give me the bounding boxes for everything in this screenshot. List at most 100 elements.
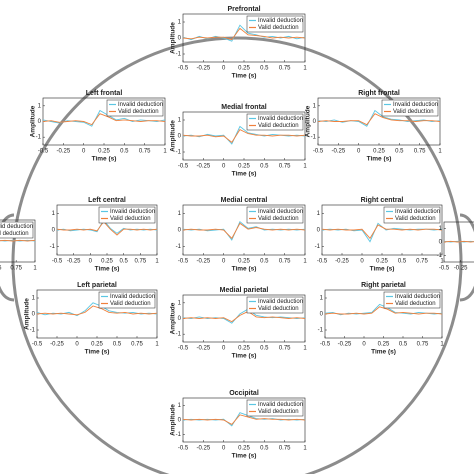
y-tick-label: 0 [178, 228, 182, 234]
legend-label: Valid deduction [258, 123, 299, 129]
y-tick-label: -1 [30, 328, 36, 334]
x-tick-label: 1 [303, 346, 307, 352]
legend-label: Valid deduction [395, 216, 436, 222]
legend-box [246, 113, 304, 131]
x-axis-label: Time (s) [95, 266, 120, 273]
subplot: -0.5 -0.25 0 0.25 0.5 0.75 1 -1 0 1 Left frontal Ti… [30, 90, 168, 163]
subplot: -0.5 -0.25 0 0.25 0.5 0.75 1 -1 0 1 Right parietal… [318, 282, 445, 356]
x-tick-label: 0.25 [98, 149, 110, 155]
y-tick-label: 1 [178, 211, 182, 217]
x-tick-label: 1 [303, 259, 307, 265]
left-ear [0, 213, 15, 302]
x-tick-label: 0 [357, 149, 361, 155]
data-line [182, 414, 306, 425]
x-tick-label: 0.5 [398, 259, 407, 265]
data-line [56, 220, 158, 236]
x-tick-label: -0.25 [331, 149, 345, 155]
legend-label: Valid deduction [110, 301, 151, 307]
data-line [321, 224, 443, 240]
x-tick-label: -0.5 [320, 342, 331, 348]
legend-box [246, 296, 304, 314]
y-tick-label: 1 [38, 103, 42, 109]
subplot-title: Medial central [221, 197, 268, 204]
y-axis-label: Amplitude [30, 105, 37, 137]
x-tick-label: 0.25 [238, 259, 250, 265]
x-tick-label: 0 [222, 66, 226, 72]
x-tick-label: 0.75 [416, 259, 428, 265]
legend-box [383, 206, 441, 224]
subplot: -0.5 -0.25 0 0.25 0.5 0.75 1 -1 0 1 Right frontal T… [305, 90, 443, 163]
x-tick-label: 0.75 [417, 342, 429, 348]
data-line [443, 240, 474, 243]
y-tick-label: 0 [178, 134, 182, 140]
subplot-title: Right central [361, 197, 404, 204]
y-tick-label: 1 [320, 296, 324, 302]
x-tick-label: 0.25 [238, 66, 250, 72]
x-tick-label: -0.25 [50, 342, 64, 348]
x-tick-label: -0.5 [313, 149, 324, 155]
y-tick-label: -1 [437, 253, 443, 259]
y-tick-label: 1 [32, 296, 36, 302]
legend-label: Valid deduction [110, 216, 151, 222]
x-tick-label: -0.5 [38, 149, 49, 155]
y-tick-label: -1 [176, 332, 182, 338]
legend-label: Invalid deduction [0, 224, 33, 230]
x-axis-label: Time (s) [232, 353, 257, 360]
legend-label: Valid deduction [258, 25, 299, 31]
legend-box [98, 206, 156, 224]
x-tick-label: 0.5 [399, 342, 408, 348]
subplot-title: Medial frontal [221, 104, 267, 111]
x-tick-label: 0.5 [120, 149, 129, 155]
y-tick-label: -1 [176, 432, 182, 438]
x-tick-label: -0.5 [52, 259, 63, 265]
x-tick-label: 1 [33, 266, 37, 272]
y-tick-label: 0 [320, 312, 324, 318]
data-line [42, 113, 166, 126]
legend-label: Invalid deduction [395, 209, 440, 215]
x-tick-label: 0.25 [101, 259, 113, 265]
subplot-title: Prefrontal [227, 6, 260, 13]
legend-label: Invalid deduction [258, 18, 303, 24]
x-tick-label: 1 [440, 342, 444, 348]
y-axis-label: Amplitude [170, 120, 177, 152]
x-tick-label: -0.25 [67, 259, 81, 265]
x-tick-label: 0.25 [91, 342, 103, 348]
x-tick-label: 0.25 [238, 164, 250, 170]
x-tick-label: 0 [360, 259, 364, 265]
y-tick-label: 0 [38, 119, 42, 125]
x-tick-label: 0 [222, 259, 226, 265]
x-tick-label: 1 [303, 66, 307, 72]
x-tick-label: -0.25 [454, 266, 468, 272]
x-tick-label: -0.25 [196, 66, 210, 72]
y-tick-label: 0 [52, 228, 56, 234]
x-tick-label: -0.5 [178, 259, 189, 265]
x-tick-label: 0.5 [260, 346, 269, 352]
x-tick-label: 0 [75, 342, 79, 348]
x-tick-label: 0.5 [119, 259, 128, 265]
y-tick-label: 0 [32, 312, 36, 318]
legend-label: Valid deduction [118, 109, 159, 115]
x-tick-label: 0.25 [238, 446, 250, 452]
x-tick-label: 0 [82, 149, 86, 155]
x-tick-label: 1 [155, 259, 159, 265]
y-tick-label: 1 [178, 118, 182, 124]
x-tick-label: -0.5 [32, 342, 43, 348]
subplot: -0.5 -0.25 0 0.25 0.5 0.75 1 -1 0 1 Occipital Time … [170, 390, 308, 460]
subplot-title: Left frontal [86, 90, 123, 97]
x-tick-label: 0.75 [279, 446, 291, 452]
legend-box [246, 206, 304, 224]
x-tick-label: 0.75 [279, 259, 291, 265]
x-tick-label: 1 [303, 446, 307, 452]
legend-label: Valid deduction [0, 231, 29, 237]
x-tick-label: 0.5 [260, 259, 269, 265]
legend-box [381, 99, 439, 117]
legend-box [246, 399, 304, 417]
x-tick-label: -0.5 [178, 164, 189, 170]
legend-label: Invalid deduction [258, 299, 303, 305]
legend-label: Valid deduction [393, 109, 434, 115]
legend-label: Invalid deduction [395, 294, 440, 300]
x-tick-label: 0 [222, 346, 226, 352]
legend-label: Valid deduction [258, 216, 299, 222]
